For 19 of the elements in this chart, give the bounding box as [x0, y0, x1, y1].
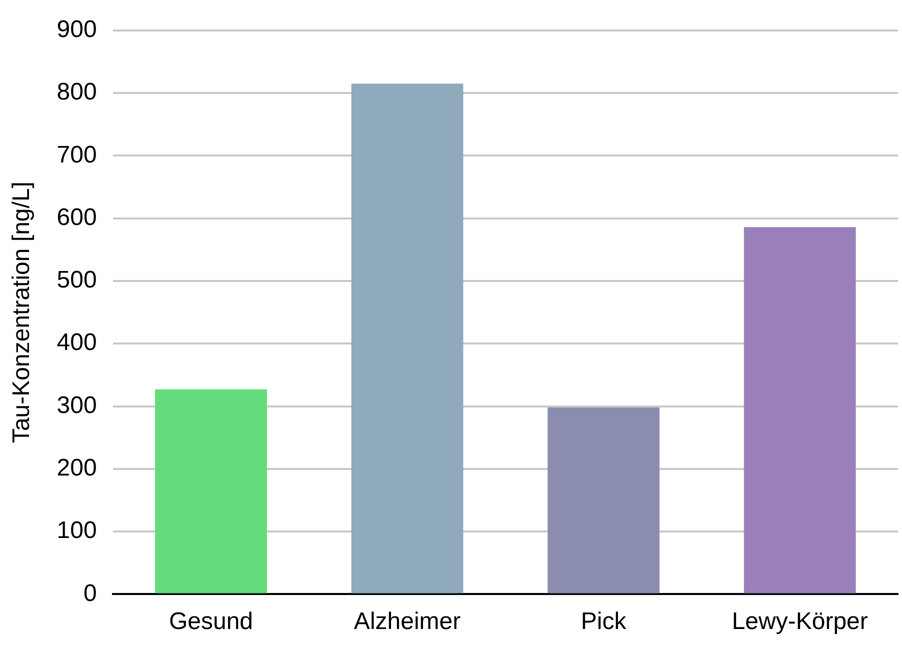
y-tick-label: 200 — [56, 454, 97, 482]
y-tick-label: 700 — [56, 141, 97, 168]
x-tick-label: Gesund — [168, 608, 254, 636]
bar — [155, 389, 267, 594]
y-tick-label: 600 — [56, 204, 97, 231]
y-axis-title: Tau-Konzentration [ng/L] — [8, 182, 36, 444]
x-tick-label: Pick — [580, 608, 628, 636]
y-tick-label: 900 — [56, 16, 97, 44]
bar — [548, 408, 660, 594]
y-tick-label: 500 — [56, 266, 97, 294]
x-tick-label: Alzheimer — [354, 608, 461, 636]
bar — [744, 227, 856, 594]
y-tick-label: 0 — [83, 580, 97, 607]
y-tick-label: 400 — [56, 329, 97, 356]
y-tick-label: 100 — [56, 517, 97, 544]
x-tick-label: Lewy-Körper — [732, 608, 868, 636]
y-tick-label: 300 — [56, 392, 97, 419]
y-tick-label: 800 — [56, 78, 97, 106]
bar — [351, 84, 464, 594]
